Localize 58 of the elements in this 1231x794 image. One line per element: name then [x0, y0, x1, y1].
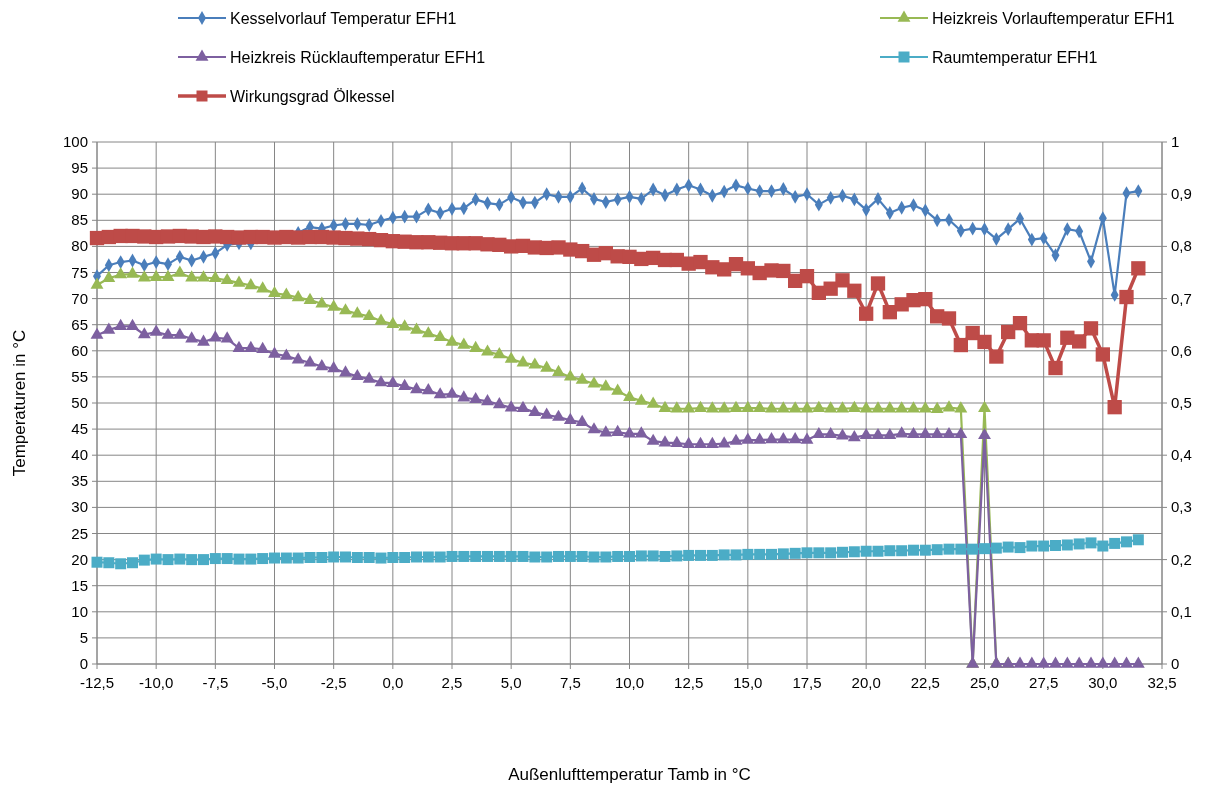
x-tick-label: -5,0 [261, 674, 288, 691]
y2-tick-label: 1 [1171, 133, 1180, 150]
legend-label: Raumtemperatur EFH1 [932, 49, 1098, 66]
x-tick-label: 0,0 [382, 674, 404, 691]
x-tick-label: -7,5 [202, 674, 229, 691]
y-tick-label: 75 [71, 263, 88, 281]
y-tick-label: 0 [79, 655, 88, 672]
y-tick-label: 70 [71, 289, 88, 307]
y-tick-label: 100 [62, 133, 88, 150]
y-tick-label: 80 [71, 237, 88, 255]
x-tick-label: 30,0 [1088, 674, 1118, 691]
y2-tick-label: 0,6 [1171, 341, 1192, 359]
y-tick-label: 95 [71, 159, 88, 177]
y-tick-label: 25 [71, 524, 88, 542]
y-axis-title: Temperaturen in °C [10, 329, 29, 477]
x-tick-label: 12,5 [674, 674, 704, 691]
x-tick-label: 15,0 [733, 674, 763, 691]
y-tick-label: 45 [71, 420, 88, 438]
x-tick-label: 27,5 [1029, 674, 1059, 691]
y-tick-label: 15 [71, 576, 88, 594]
y-tick-label: 50 [71, 394, 88, 411]
y-tick-label: 65 [71, 315, 88, 333]
y2-tick-label: 0,9 [1171, 185, 1192, 203]
y2-tick-label: 0,2 [1171, 550, 1192, 568]
y2-tick-label: 0,3 [1171, 498, 1192, 516]
x-tick-label: 5,0 [500, 674, 522, 691]
legend-label: Heizkreis Rücklauftemperatur EFH1 [230, 49, 486, 66]
x-axis-title: Außenlufttemperatur Tamb in °C [508, 765, 751, 784]
x-tick-label: 10,0 [614, 674, 645, 691]
y-tick-label: 90 [71, 185, 88, 203]
y2-tick-label: 0 [1171, 655, 1180, 672]
y-tick-label: 5 [79, 628, 88, 646]
x-tick-label: -12,5 [79, 674, 115, 691]
x-tick-label: 17,5 [792, 674, 822, 691]
y2-tick-label: 0,4 [1171, 446, 1192, 464]
x-tick-label: 7,5 [559, 674, 581, 691]
y2-tick-label: 0,5 [1171, 394, 1192, 411]
legend-label: Wirkungsgrad Ölkessel [230, 88, 395, 105]
y2-tick-label: 0,8 [1171, 237, 1192, 255]
legend-label: Kesselvorlauf Temperatur EFH1 [230, 10, 457, 27]
x-tick-label: 2,5 [441, 674, 463, 691]
y2-tick-label: 0,1 [1171, 602, 1192, 620]
y2-tick-label: 0,7 [1171, 289, 1192, 307]
x-tick-label: 32,5 [1147, 674, 1177, 691]
x-tick-label: 22,5 [910, 674, 940, 691]
y-tick-label: 30 [71, 498, 88, 516]
legend-label: Heizkreis Vorlauftemperatur EFH1 [932, 10, 1175, 27]
y-tick-label: 20 [71, 550, 88, 568]
y-tick-label: 10 [71, 602, 88, 620]
y-tick-label: 85 [71, 211, 88, 229]
x-tick-label: -10,0 [139, 674, 174, 691]
y-tick-label: 35 [71, 472, 88, 490]
y-tick-label: 60 [71, 341, 88, 359]
y-tick-label: 55 [71, 367, 88, 385]
x-tick-label: 20,0 [851, 674, 881, 691]
x-tick-label: 25,0 [969, 674, 1000, 691]
x-tick-label: -2,5 [320, 674, 347, 691]
y-tick-label: 40 [71, 446, 88, 464]
